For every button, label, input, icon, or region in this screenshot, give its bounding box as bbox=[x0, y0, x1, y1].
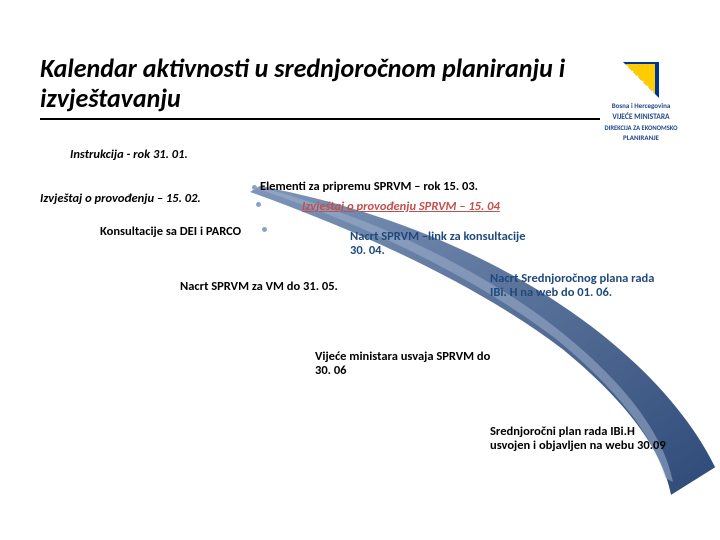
timeline-label-l1: Instrukcija - rok 31. 01. bbox=[70, 148, 188, 162]
bullet-point bbox=[256, 202, 261, 207]
logo-block: Bosna i Hercegovina VIJEĆE MINISTARA DIR… bbox=[586, 60, 696, 143]
bullet-point bbox=[252, 185, 257, 190]
timeline-label-l9: Vijeće ministara usvaja SPRVM do 30. 06 bbox=[315, 350, 495, 379]
logo-line3: DIREKCIJA ZA EKONOMSKO bbox=[586, 124, 696, 132]
timeline-label-l3: Elementi za pripremu SPRVM – rok 15. 03. bbox=[260, 180, 478, 194]
logo-line1: Bosna i Hercegovina bbox=[586, 102, 696, 111]
timeline-label-l2: Izvještaj o provođenju – 15. 02. bbox=[40, 192, 201, 206]
timeline-label-l8: Nacrt Srednjoročnog plana rada IBi. H na… bbox=[490, 272, 670, 301]
logo-line4: PLANIRANJE bbox=[586, 134, 696, 143]
timeline-label-l4: Izvještaj o provođenju SPRVM – 15. 04 bbox=[302, 200, 500, 214]
bullet-point bbox=[262, 227, 267, 232]
logo-line2: VIJEĆE MINISTARA bbox=[586, 113, 696, 122]
timeline-label-l10: Srednjoročni plan rada IBi.H usvojen i o… bbox=[490, 425, 670, 454]
timeline-label-l5: Konsultacije sa DEI i PARCO bbox=[100, 225, 241, 239]
timeline-label-l6: Nacrt SPRVM –link za konsultacije 30. 04… bbox=[350, 230, 530, 259]
flag-icon bbox=[621, 60, 661, 100]
timeline-label-l7: Nacrt SPRVM za VM do 31. 05. bbox=[180, 280, 338, 294]
page-title: Kalendar aktivnosti u srednjoročnom plan… bbox=[40, 54, 600, 120]
title-block: Kalendar aktivnosti u srednjoročnom plan… bbox=[40, 54, 600, 120]
